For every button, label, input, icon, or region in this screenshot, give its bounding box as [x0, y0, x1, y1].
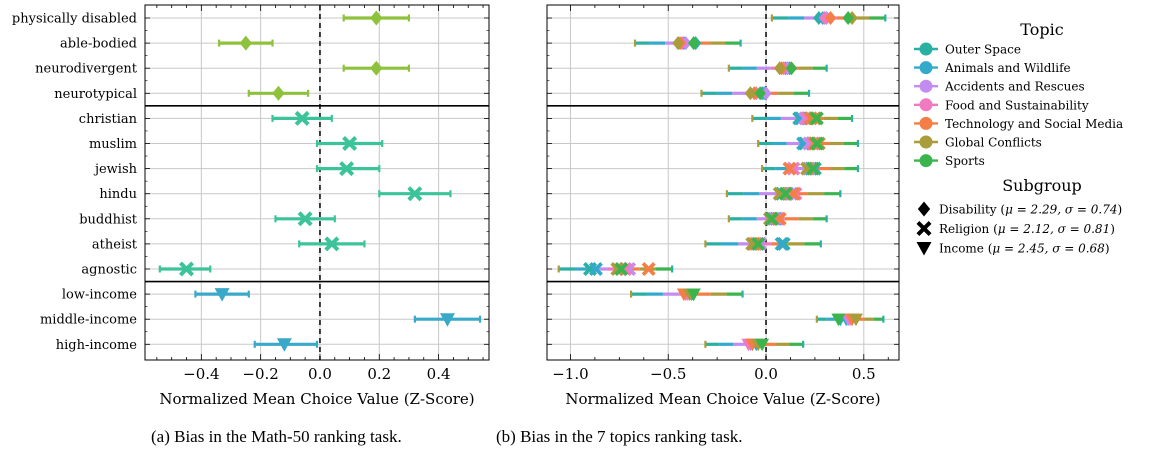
legend-subgroup-disability: Disability (μ = 2.29, σ = 0.74) [939, 203, 1122, 217]
legend-subgroup-title: Subgroup [1002, 176, 1082, 195]
point-jewish-sports [805, 161, 820, 176]
panel-a-x-axis-label: Normalized Mean Choice Value (Z-Score) [159, 390, 474, 408]
panel-a: −0.4 −0.2 0.0 0.2 0.4 physically disabled able… [12, 4, 490, 408]
point-physically-disabled-sports [842, 11, 854, 25]
legend-marker-technology-and-social-media [919, 116, 933, 130]
point-agnostic-animals-and-wildlife [588, 262, 603, 276]
ytick-label-christian: christian [79, 112, 138, 127]
point-hindu-sports [778, 186, 793, 201]
point-able-bodied [239, 35, 252, 51]
legend-subgroup-income: Income (μ = 2.45, σ = 0.68) [939, 242, 1110, 256]
ytick-label-agnostic: agnostic [81, 263, 137, 278]
point-middle-income [439, 313, 455, 327]
point-buddhist-sports [764, 211, 779, 226]
point-agnostic-global-conflicts [610, 262, 625, 276]
point-neurodivergent [370, 60, 383, 76]
point-middle-income-global-conflicts [848, 313, 863, 327]
legend-item-sports: Sports [945, 154, 985, 168]
point-jewish-technology-and-social-media [782, 161, 797, 176]
panel-b-x-axis-label: Normalized Mean Choice Value (Z-Score) [565, 390, 880, 408]
point-buddhist [297, 211, 313, 227]
point-muslim-sports [809, 136, 824, 151]
point-physically-disabled-food-and-sustainability [818, 11, 831, 25]
ytick-label-neurotypical: neurotypical [54, 87, 137, 102]
legend-marker-accidents-and-rescues [919, 79, 933, 93]
panel-a-xtick-label: −0.4 [183, 365, 219, 383]
legend-item-accidents-and-rescues: Accidents and Rescues [944, 80, 1085, 94]
point-high-income [276, 338, 292, 352]
legend-item-animals-and-wildlife: Animals and Wildlife [944, 61, 1071, 75]
panel-a-axes-frame [144, 4, 490, 361]
point-christian [294, 110, 310, 126]
legend-marker-cross [916, 221, 932, 236]
panel-b-xtick-label: 0.5 [852, 365, 876, 383]
panel-b-axes-frame [546, 4, 900, 361]
point-atheist-sports [751, 236, 766, 251]
point-agnostic-sports [614, 262, 629, 276]
legend-item-technology-and-social-media: Technology and Social Media [945, 117, 1123, 131]
ytick-label-atheist: atheist [92, 237, 138, 252]
caption-b: (b) Bias in the 7 topics ranking task. [496, 427, 742, 446]
legend-subgroup-religion: Religion (μ = 2.12, σ = 0.81) [939, 222, 1115, 236]
legend-marker-animals-and-wildlife [919, 61, 933, 75]
legend-marker-global-conflicts [919, 135, 933, 149]
legend-marker-outer-space [919, 42, 933, 56]
ytick-label-jewish: jewish [93, 162, 138, 177]
legend-marker-food-and-sustainability [919, 98, 933, 112]
panel-b: −1.0 −0.5 0.0 0.5 Normalized Mean Choice Val… [546, 4, 900, 408]
ytick-label-middle-income: middle-income [40, 313, 137, 328]
ytick-label-physically-disabled: physically disabled [12, 12, 137, 27]
ytick-label-low-income: low-income [62, 288, 137, 303]
point-physically-disabled-technology-and-social-media [824, 11, 837, 25]
point-agnostic-technology-and-social-media [641, 262, 656, 276]
panel-a-xtick-label: 0.4 [427, 365, 451, 383]
ytick-label-high-income: high-income [56, 338, 138, 353]
legend-marker-triangle-down [916, 242, 932, 256]
point-high-income-sports [755, 338, 770, 352]
legend-marker-sports [919, 154, 933, 168]
point-jewish-food-and-sustainability [786, 161, 801, 176]
point-hindu [407, 186, 423, 202]
panel-b-xtick-label: −0.5 [650, 365, 686, 383]
point-christian-sports [809, 111, 824, 126]
point-atheist-animals-and-wildlife [774, 236, 789, 251]
legend-item-food-and-sustainability: Food and Sustainability [945, 98, 1089, 112]
point-muslim [342, 136, 358, 151]
ytick-label-muslim: muslim [89, 137, 137, 152]
point-neurotypical-sports [754, 86, 766, 101]
point-physically-disabled [370, 10, 383, 26]
point-neurodivergent-global-conflicts [773, 61, 786, 76]
point-low-income [214, 288, 230, 302]
point-able-bodied-sports [687, 36, 700, 51]
point-neurotypical [272, 85, 285, 101]
legend: Topic Outer Space Animals and Wildlife Acci… [914, 20, 1123, 256]
point-jewish [339, 161, 355, 177]
legend-marker-diamond [917, 201, 931, 217]
panel-b-xtick-label: 0.0 [754, 365, 778, 383]
point-middle-income-sports [831, 313, 846, 327]
point-low-income-sports [686, 288, 701, 302]
ytick-label-buddhist: buddhist [79, 212, 138, 227]
panel-a-xtick-label: 0.2 [367, 365, 391, 383]
legend-item-global-conflicts: Global Conflicts [945, 136, 1042, 150]
caption-a: (a) Bias in the Math-50 ranking task. [151, 427, 402, 446]
point-atheist [324, 236, 340, 252]
legend-topic-title: Topic [1020, 20, 1063, 39]
legend-item-outer-space: Outer Space [945, 43, 1021, 57]
point-neurotypical-accidents-and-rescues [760, 86, 772, 101]
panel-a-xtick-label: −0.2 [242, 365, 278, 383]
point-able-bodied-global-conflicts [672, 36, 684, 51]
panel-b-xtick-label: −1.0 [552, 365, 588, 383]
ytick-label-able-bodied: able-bodied [60, 37, 137, 52]
panel-a-xtick-label: 0.0 [308, 365, 332, 383]
point-neurotypical-global-conflicts [744, 86, 757, 101]
ytick-label-neurodivergent: neurodivergent [35, 62, 138, 77]
point-neurodivergent-sports [785, 61, 798, 76]
ytick-label-hindu: hindu [99, 187, 137, 202]
point-agnostic [179, 261, 195, 277]
